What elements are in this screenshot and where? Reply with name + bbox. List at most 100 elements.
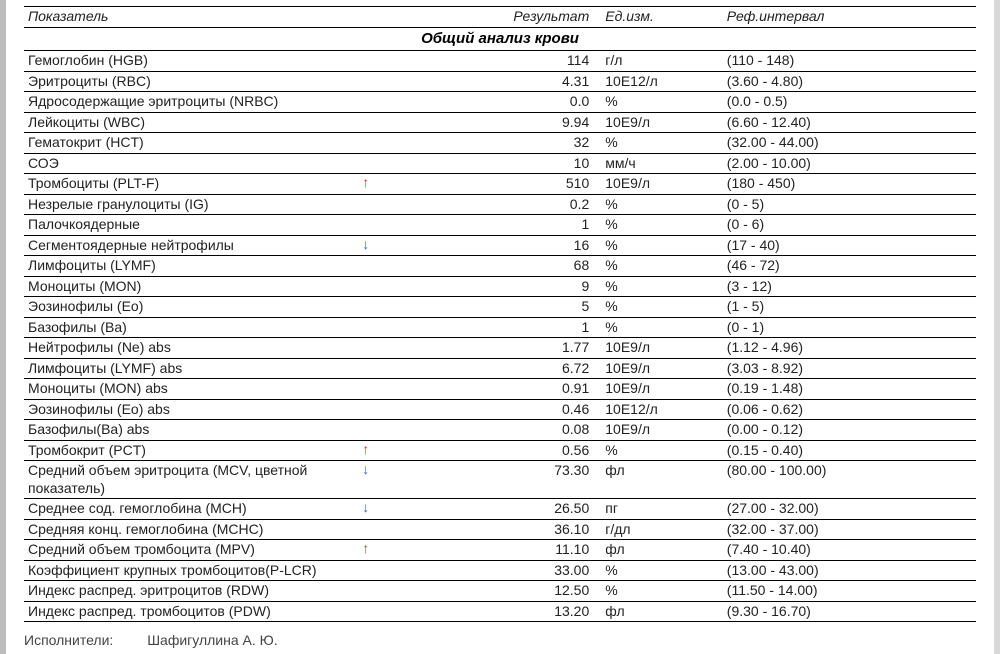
cell-flag — [358, 71, 399, 92]
cell-result: 4.31 — [399, 71, 602, 92]
cell-result: 1 — [399, 215, 602, 236]
cell-name: Эритроциты (RBC) — [24, 71, 358, 92]
table-row: Индекс распред. эритроцитов (RDW)12.50%(… — [24, 581, 976, 602]
cell-flag — [358, 338, 399, 359]
cell-flag — [358, 519, 399, 540]
cell-flag — [358, 601, 399, 622]
cell-unit: фл — [601, 540, 723, 561]
cell-name: Среднее сод. гемоглобина (MCH) — [24, 499, 358, 520]
cell-result: 0.46 — [399, 399, 602, 420]
cell-name: Базофилы(Ba) abs — [24, 420, 358, 441]
table-row: Гемоглобин (HGB)114г/л(110 - 148) — [24, 51, 976, 72]
cell-unit: 10Е12/л — [601, 71, 723, 92]
cell-unit: г/дл — [601, 519, 723, 540]
cell-ref: (1.12 - 4.96) — [723, 338, 976, 359]
cell-name: Незрелые гранулоциты (IG) — [24, 194, 358, 215]
cell-result: 68 — [399, 256, 602, 277]
cell-unit: % — [601, 133, 723, 154]
cell-name: Сегментоядерные нейтрофилы — [24, 235, 358, 256]
cell-unit: % — [601, 581, 723, 602]
cell-ref: (0.00 - 0.12) — [723, 420, 976, 441]
cell-flag: ↓ — [358, 461, 399, 499]
cell-flag — [358, 560, 399, 581]
cell-result: 10 — [399, 153, 602, 174]
cell-flag — [358, 194, 399, 215]
arrow-down-icon: ↓ — [362, 236, 369, 252]
cell-flag — [358, 153, 399, 174]
cell-unit: % — [601, 215, 723, 236]
cell-result: 0.56 — [399, 440, 602, 461]
table-row: Моноциты (MON)9%(3 - 12) — [24, 276, 976, 297]
cell-ref: (0.19 - 1.48) — [723, 379, 976, 400]
cell-flag — [358, 51, 399, 72]
table-row: Среднее сод. гемоглобина (MCH)↓26.50пг(2… — [24, 499, 976, 520]
cell-result: 5 — [399, 297, 602, 318]
cell-result: 6.72 — [399, 358, 602, 379]
cell-unit: 10Е9/л — [601, 174, 723, 195]
table-row: Нейтрофилы (Ne) abs1.7710Е9/л(1.12 - 4.9… — [24, 338, 976, 359]
cell-name: Нейтрофилы (Ne) abs — [24, 338, 358, 359]
table-row: Незрелые гранулоциты (IG)0.2%(0 - 5) — [24, 194, 976, 215]
cell-ref: (32.00 - 37.00) — [723, 519, 976, 540]
cell-unit: % — [601, 317, 723, 338]
cell-name: Коэффициент крупных тромбоцитов(P-LCR) — [24, 560, 358, 581]
cell-name: Индекс распред. эритроцитов (RDW) — [24, 581, 358, 602]
header-name: Показатель — [24, 7, 399, 28]
header-ref: Реф.интервал — [723, 7, 976, 28]
cell-ref: (0 - 6) — [723, 215, 976, 236]
section-title: Общий анализ крови — [24, 27, 976, 51]
cell-unit: % — [601, 560, 723, 581]
cell-name: Тромбокрит (PCT) — [24, 440, 358, 461]
cell-ref: (0 - 1) — [723, 317, 976, 338]
cell-flag — [358, 420, 399, 441]
table-row: Сегментоядерные нейтрофилы↓ 16%(17 - 40) — [24, 235, 976, 256]
table-row: Базофилы(Ba) abs0.0810Е9/л(0.00 - 0.12) — [24, 420, 976, 441]
lab-results-table: Показатель Результат Ед.изм. Реф.интерва… — [24, 6, 976, 622]
cell-ref: (7.40 - 10.40) — [723, 540, 976, 561]
cell-unit: % — [601, 92, 723, 113]
table-row: Лейкоциты (WBC)9.9410Е9/л(6.60 - 12.40) — [24, 112, 976, 133]
table-row: Средний объем тромбоцита (MPV)↑11.10фл(7… — [24, 540, 976, 561]
arrow-up-icon: ↑ — [362, 441, 369, 457]
cell-unit: мм/ч — [601, 153, 723, 174]
cell-name: Базофилы (Ba) — [24, 317, 358, 338]
cell-name: Ядросодержащие эритроциты (NRBC) — [24, 92, 358, 113]
cell-result: 16 — [399, 235, 602, 256]
cell-ref: (80.00 - 100.00) — [723, 461, 976, 499]
table-row: Лимфоциты (LYMF)68%(46 - 72) — [24, 256, 976, 277]
cell-flag — [358, 581, 399, 602]
cell-result: 0.08 — [399, 420, 602, 441]
cell-unit: пг — [601, 499, 723, 520]
cell-ref: (17 - 40) — [723, 235, 976, 256]
cell-name: Моноциты (MON) abs — [24, 379, 358, 400]
cell-name: Эозинофилы (Eo) abs — [24, 399, 358, 420]
table-row: Лимфоциты (LYMF) abs6.7210Е9/л(3.03 - 8.… — [24, 358, 976, 379]
cell-ref: (0.0 - 0.5) — [723, 92, 976, 113]
cell-ref: (3 - 12) — [723, 276, 976, 297]
cell-name: СОЭ — [24, 153, 358, 174]
cell-ref: (0.15 - 0.40) — [723, 440, 976, 461]
cell-flag: ↑ — [358, 440, 399, 461]
table-header-row: Показатель Результат Ед.изм. Реф.интерва… — [24, 7, 976, 28]
cell-ref: (46 - 72) — [723, 256, 976, 277]
cell-ref: (110 - 148) — [723, 51, 976, 72]
cell-result: 9 — [399, 276, 602, 297]
cell-name: Моноциты (MON) — [24, 276, 358, 297]
cell-unit: % — [601, 235, 723, 256]
cell-unit: 10Е9/л — [601, 358, 723, 379]
cell-ref: (0.06 - 0.62) — [723, 399, 976, 420]
cell-result: 33.00 — [399, 560, 602, 581]
table-row: Индекс распред. тромбоцитов (PDW)13.20фл… — [24, 601, 976, 622]
cell-unit: фл — [601, 601, 723, 622]
cell-flag — [358, 297, 399, 318]
footer: Исполнители: Шафигуллина А. Ю. — [24, 622, 976, 648]
cell-result: 1 — [399, 317, 602, 338]
cell-ref: (6.60 - 12.40) — [723, 112, 976, 133]
cell-name: Палочкоядерные — [24, 215, 358, 236]
table-row: Эритроциты (RBC)4.3110Е12/л(3.60 - 4.80) — [24, 71, 976, 92]
table-row: Базофилы (Ba) 1%(0 - 1) — [24, 317, 976, 338]
cell-result: 9.94 — [399, 112, 602, 133]
cell-ref: (3.03 - 8.92) — [723, 358, 976, 379]
cell-result: 0.0 — [399, 92, 602, 113]
cell-ref: (1 - 5) — [723, 297, 976, 318]
